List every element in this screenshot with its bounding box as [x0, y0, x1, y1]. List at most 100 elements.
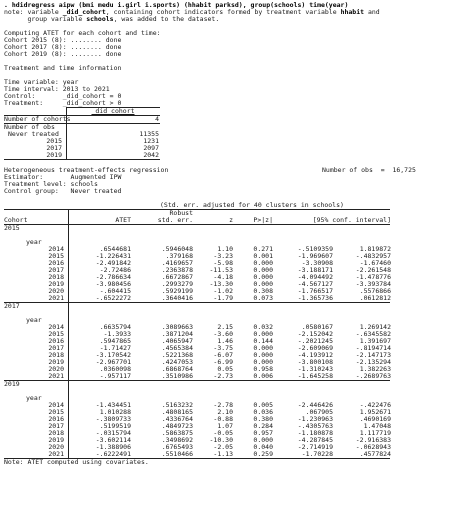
year-cell: 2016	[48, 415, 64, 423]
p-value-cell: 0.001	[253, 252, 273, 260]
ci-lower-cell: -1.230963	[297, 415, 333, 423]
year-cell: 2014	[48, 401, 64, 409]
z-header: z	[229, 216, 233, 224]
ci-lower-cell: -1.969607	[297, 252, 333, 260]
cohort-table-header: _did_cohort	[66, 108, 159, 115]
ci-lower-cell: -3.188171	[297, 266, 333, 274]
table-row: 2019 -3.980456 .2993279 -13.30 0.000 -4.56712…	[4, 281, 474, 288]
num-obs-label: Number of obs	[4, 123, 55, 131]
ci-lower-cell: -1.310243	[297, 365, 333, 373]
ci-upper-cell: -2.135294	[355, 358, 391, 366]
z-cell: -11.53	[209, 266, 233, 274]
ci-lower-cell: -4.287845	[297, 436, 333, 444]
table-row: 2015 -1.226431 .379168 -3.23 0.001 -1.969607 -…	[4, 253, 474, 260]
p-value-cell: 0.000	[253, 259, 273, 267]
std-err-cell: .3089663	[161, 323, 193, 331]
table-row: 2017 .5199519 .4849723 1.07 0.284 -.4305763 1.…	[4, 423, 474, 430]
z-cell: -2.78	[213, 401, 233, 409]
atet-cell: -.6222491	[68, 451, 131, 458]
table-row: 2019 -2.967701 .4247053 -6.99 0.000 -3.800108…	[4, 359, 474, 366]
z-cell: -13.30	[209, 280, 233, 288]
ci-lower-cell: -1.365736	[297, 294, 333, 302]
ci-upper-cell: -1.67460	[359, 259, 391, 267]
cohort-label: 2015	[4, 224, 20, 232]
cohort-summary-table: _did_cohort Number of cohorts 4 Number of…	[4, 107, 474, 160]
table-row: 2015 -1.3933 .3871204 -3.60 0.000 -2.152042 -.…	[4, 331, 474, 338]
std-err-cell: .379168	[165, 252, 193, 260]
atet-cell: -.957117	[68, 373, 131, 380]
table-row: 2021 -.6522272 .3640416 -1.79 0.073 -1.365736…	[4, 295, 474, 302]
het-regression-title: Heterogeneous treatment-effects regressi…	[4, 166, 169, 174]
z-cell: -4.18	[213, 273, 233, 281]
table-row: 2014 .6635794 .3089663 2.15 0.032 .0580167 1.2…	[4, 324, 474, 331]
atet-cell: -2.491842	[68, 260, 131, 267]
treatment-level-line: Treatment level: schools	[4, 180, 98, 188]
ci-upper-cell: -.2689763	[355, 372, 391, 380]
z-cell: 2.15	[217, 323, 233, 331]
cohort-row-value: 2097	[66, 145, 159, 152]
p-value-cell: 0.308	[253, 287, 273, 295]
year-cell: 2018	[48, 273, 64, 281]
robust-header: Robust	[169, 209, 193, 217]
atet-cell: -2.786634	[68, 274, 131, 281]
z-cell: -2.05	[213, 443, 233, 451]
table-row: 2020 .0360098 .6868764 0.05 0.958 -1.310243 1.…	[4, 366, 474, 373]
table-row: 2018 -2.786634 .6672867 -4.18 0.000 -4.094492…	[4, 274, 474, 281]
note-line-2: group variable schools, was added to the…	[4, 15, 220, 23]
std-err-cell: .3871204	[161, 330, 193, 338]
p-value-cell: 0.957	[253, 429, 273, 437]
year-cell: 2017	[48, 422, 64, 430]
p-value-cell: 0.271	[253, 245, 273, 253]
control-line: Control: _did_cohort = 0	[4, 92, 122, 100]
ci-upper-cell: .4690169	[359, 415, 391, 423]
std-err-cell: .5929199	[161, 287, 193, 295]
table-row: 2021 -.957117 .3510986 -2.73 0.006 -1.645258 -…	[4, 373, 474, 380]
std-err-header: std. err.	[157, 216, 193, 224]
ci-lower-cell: -1.645258	[297, 372, 333, 380]
table-row: 2018 -.0315794 .5863875 -0.05 0.957 -1.180878…	[4, 430, 474, 437]
atet-cell: -1.71427	[68, 345, 131, 352]
cohort-row-label: 2017	[46, 144, 62, 152]
table-row: 2019 -3.602114 .3498692 -10.30 0.000 -4.28784…	[4, 437, 474, 444]
cohort-header: Cohort	[4, 216, 28, 224]
std-err-cell: .4336764	[161, 415, 193, 423]
ci-upper-cell: -1.478776	[355, 273, 391, 281]
std-err-cell: .5863875	[161, 429, 193, 437]
atet-header: ATET	[68, 217, 131, 224]
year-cell: 2016	[48, 337, 64, 345]
table-row: 2016 .5947865 .4065947 1.46 0.144 -.2021245 1.…	[4, 338, 474, 345]
year-cell: 2014	[48, 245, 64, 253]
atet-cell: -1.434451	[68, 402, 131, 409]
table-row: 2015 1.010288 .4808165 2.10 0.036 .067905 1.95…	[4, 409, 474, 416]
table-row: 2018 -3.170542 .5221368 -6.07 0.000 -4.193912…	[4, 352, 474, 359]
year-label: year	[26, 238, 42, 246]
num-cohorts-value: 4	[66, 116, 159, 123]
atet-cell: -.6522272	[68, 295, 131, 302]
ci-lower-cell: -3.30908	[301, 259, 333, 267]
ci-upper-cell: 1.382263	[359, 365, 391, 373]
z-cell: -0.88	[213, 415, 233, 423]
table-row: 2020 -1.388906 .6765493 -2.05 0.040 -2.714919…	[4, 444, 474, 451]
atet-cell: -.604415	[68, 288, 131, 295]
atet-cell: -3.602114	[68, 437, 131, 444]
atet-cell: .5947865	[68, 338, 131, 345]
z-cell: -10.30	[209, 436, 233, 444]
ci-lower-cell: -1.70228	[301, 450, 333, 458]
std-err-cell: .4808165	[161, 408, 193, 416]
std-err-cell: .3510986	[161, 372, 193, 380]
z-cell: -6.99	[213, 358, 233, 366]
z-cell: 0.05	[217, 365, 233, 373]
std-err-cell: .2363878	[161, 266, 193, 274]
std-err-cell: .4065947	[161, 337, 193, 345]
ci-upper-cell: 1.819872	[359, 245, 391, 253]
z-cell: -5.98	[213, 259, 233, 267]
z-cell: 2.10	[217, 408, 233, 416]
num-obs-text: Number of obs = 16,725	[322, 166, 416, 174]
year-cell: 2020	[48, 443, 64, 451]
cohort-row-label: 2019	[46, 151, 62, 159]
cohort-row-value: 1231	[66, 138, 159, 145]
std-err-cell: .6672867	[161, 273, 193, 281]
p-value-cell: 0.000	[253, 330, 273, 338]
p-value-cell: 0.032	[253, 323, 273, 331]
year-cell: 2021	[48, 450, 64, 458]
